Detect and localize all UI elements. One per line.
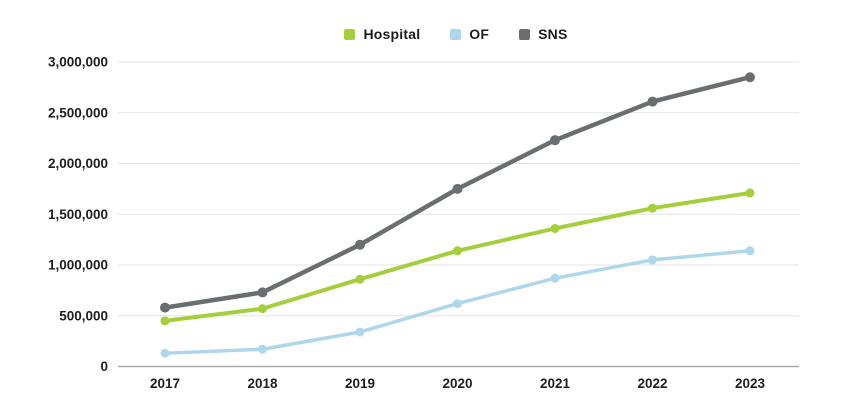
y-tick-label: 1,500,000: [48, 207, 108, 222]
data-point-hospital-2019: [355, 274, 365, 284]
data-point-of-2022: [648, 255, 657, 265]
x-tick-label: 2021: [540, 376, 571, 391]
x-tick-label: 2019: [345, 376, 375, 391]
data-point-of-2023: [745, 246, 755, 256]
data-point-of-2018: [258, 344, 267, 354]
y-tick-label: 2,500,000: [48, 105, 108, 120]
data-point-hospital-2018: [258, 304, 267, 314]
y-tick-label: 1,000,000: [48, 258, 108, 273]
data-point-sns-2021: [550, 135, 560, 146]
y-tick-label: 3,000,000: [48, 55, 108, 70]
y-tick-label: 0: [100, 359, 108, 374]
x-tick-label: 2020: [442, 376, 472, 391]
x-tick-label: 2018: [247, 376, 278, 391]
x-tick-label: 2017: [150, 376, 180, 391]
data-point-hospital-2023: [745, 188, 755, 198]
x-tick-label: 2022: [637, 376, 667, 391]
data-point-of-2020: [453, 299, 462, 309]
data-point-sns-2022: [647, 96, 658, 107]
data-point-sns-2018: [257, 287, 268, 298]
data-point-sns-2017: [160, 302, 170, 313]
y-tick-label: 2,000,000: [48, 156, 108, 171]
data-point-hospital-2020: [453, 246, 462, 256]
data-point-of-2021: [550, 273, 560, 283]
x-tick-label: 2023: [735, 376, 766, 391]
data-point-sns-2019: [355, 239, 365, 250]
data-point-sns-2023: [745, 72, 755, 83]
data-point-sns-2020: [452, 183, 463, 194]
data-point-hospital-2021: [550, 223, 560, 233]
data-point-hospital-2022: [648, 203, 657, 213]
data-point-of-2017: [160, 348, 170, 358]
data-point-hospital-2017: [160, 316, 170, 326]
data-point-of-2019: [355, 327, 365, 337]
y-tick-label: 500,000: [59, 308, 108, 323]
